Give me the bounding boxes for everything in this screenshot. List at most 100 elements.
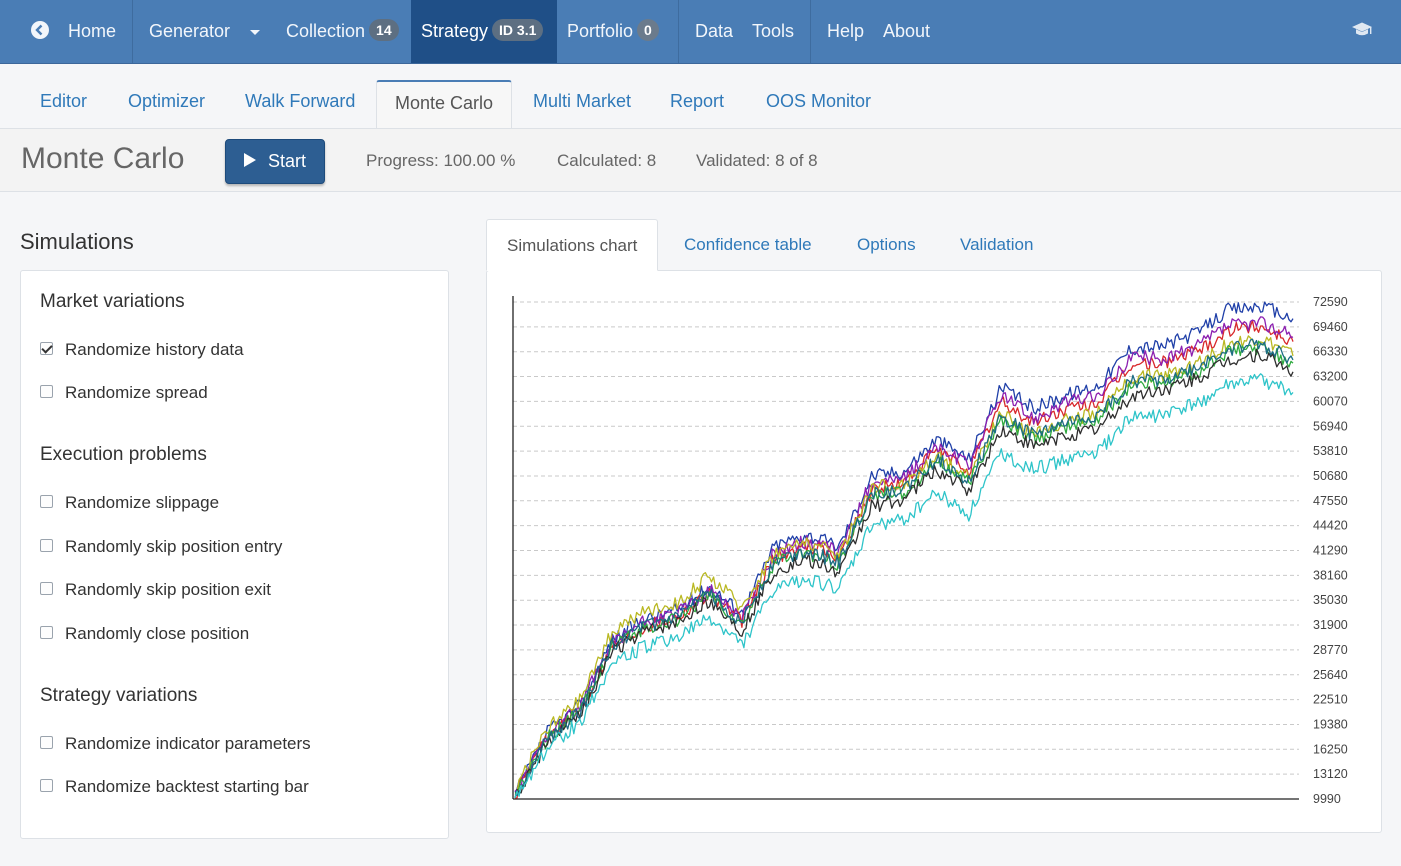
nav-home[interactable]: Home (68, 21, 117, 41)
simulation-line (514, 340, 1294, 794)
page-title: Monte Carlo (21, 142, 185, 175)
tab-walk-forward[interactable]: Walk Forward (245, 91, 356, 111)
option-label: Randomize indicator parameters (65, 734, 311, 753)
y-tick-label: 25640 (1313, 668, 1348, 682)
option-label: Randomly skip position entry (65, 537, 283, 556)
option-randomize-slippage[interactable]: Randomize slippage (40, 493, 219, 513)
simulations-title: Simulations (20, 229, 134, 254)
option-label: Randomly skip position exit (65, 580, 271, 599)
nav-collection[interactable]: Collection 14 (286, 0, 399, 63)
y-tick-label: 35030 (1313, 593, 1348, 607)
simulation-line (514, 338, 1294, 797)
checkbox[interactable] (40, 779, 53, 793)
monte-carlo-header: Monte Carlo Start Progress: 100.00 % Cal… (0, 128, 1401, 192)
option-label: Randomize backtest starting bar (65, 777, 309, 796)
checkbox[interactable] (40, 582, 53, 596)
nav-divider (678, 0, 679, 63)
portfolio-count-badge: 0 (637, 19, 659, 42)
simulation-line (514, 373, 1294, 799)
option-label: Randomly close position (65, 624, 250, 643)
y-tick-label: 63200 (1313, 370, 1348, 384)
execution-problems-title: Execution problems (40, 444, 207, 465)
market-variations-title: Market variations (40, 291, 185, 312)
nav-strategy[interactable]: Strategy ID 3.1 (411, 0, 557, 63)
simulation-line (514, 348, 1294, 799)
nav-divider (132, 0, 133, 63)
nav-strategy-label: Strategy (421, 21, 489, 41)
checkbox[interactable] (40, 626, 53, 640)
strategy-variations-title: Strategy variations (40, 685, 198, 706)
nav-about[interactable]: About (883, 21, 931, 41)
y-tick-label: 53810 (1313, 444, 1348, 458)
validated-text: Validated: 8 of 8 (696, 151, 818, 170)
play-icon (243, 153, 256, 168)
tab-confidence-table[interactable]: Confidence table (684, 235, 812, 254)
tab-simulations-chart[interactable]: Simulations chart (486, 219, 659, 271)
option-label: Randomize slippage (65, 493, 220, 512)
graduation-cap-icon[interactable] (1351, 0, 1373, 63)
simulations-panel: Market variations Randomize history data… (20, 270, 449, 839)
y-tick-label: 22510 (1313, 693, 1348, 707)
y-tick-label: 72590 (1313, 295, 1348, 309)
tab-multi-market[interactable]: Multi Market (533, 91, 632, 111)
checkbox[interactable] (40, 539, 53, 553)
y-tick-label: 19380 (1313, 717, 1348, 731)
back-icon[interactable] (30, 0, 50, 63)
y-tick-label: 69460 (1313, 320, 1348, 334)
option-close-position[interactable]: Randomly close position (40, 624, 249, 644)
tab-editor[interactable]: Editor (40, 91, 88, 111)
option-label: Randomize history data (65, 340, 244, 359)
chevron-down-icon[interactable] (250, 29, 261, 35)
strategy-subtabs: Editor Optimizer Walk Forward Monte Carl… (0, 64, 1401, 129)
strategy-id-badge: ID 3.1 (492, 19, 544, 42)
checkbox[interactable] (40, 495, 53, 509)
option-label: Randomize spread (65, 383, 208, 402)
nav-portfolio[interactable]: Portfolio 0 (567, 0, 659, 63)
tab-optimizer[interactable]: Optimizer (128, 91, 206, 111)
nav-data[interactable]: Data (695, 21, 734, 41)
y-tick-label: 28770 (1313, 643, 1348, 657)
checkbox[interactable] (40, 385, 53, 399)
nav-collection-label: Collection (286, 21, 366, 41)
simulation-line (514, 335, 1294, 795)
collection-count-badge: 14 (369, 19, 399, 42)
y-tick-label: 16250 (1313, 742, 1348, 756)
option-skip-position-entry[interactable]: Randomly skip position entry (40, 537, 282, 557)
y-tick-label: 47550 (1313, 494, 1348, 508)
start-label: Start (267, 151, 306, 171)
y-tick-label: 66330 (1313, 345, 1348, 359)
tab-oos-monitor[interactable]: OOS Monitor (766, 91, 872, 111)
y-tick-label: 41290 (1313, 544, 1348, 558)
progress-text: Progress: 100.00 % (366, 151, 516, 170)
option-randomize-starting-bar[interactable]: Randomize backtest starting bar (40, 777, 309, 797)
option-randomize-history-data[interactable]: Randomize history data (40, 340, 244, 360)
y-tick-label: 13120 (1313, 767, 1348, 781)
nav-tools[interactable]: Tools (752, 21, 795, 41)
y-tick-label: 50680 (1313, 469, 1348, 483)
simulation-line (514, 316, 1294, 792)
simulation-line (515, 320, 1294, 799)
tab-monte-carlo[interactable]: Monte Carlo (376, 80, 513, 129)
option-randomize-indicator-parameters[interactable]: Randomize indicator parameters (40, 734, 311, 754)
tab-validation[interactable]: Validation (960, 235, 1034, 254)
y-tick-label: 31900 (1313, 618, 1348, 632)
nav-generator-label: Generator (149, 21, 231, 41)
simulations-chart-panel: 72590 69460 66330 63200 60070 56940 53810 50680… (486, 270, 1382, 833)
calculated-text: Calculated: 8 (557, 151, 657, 170)
checkbox[interactable] (40, 342, 53, 356)
y-tick-label: 38160 (1313, 568, 1348, 582)
y-tick-label: 56940 (1313, 419, 1348, 433)
option-skip-position-exit[interactable]: Randomly skip position exit (40, 580, 271, 600)
tab-options[interactable]: Options (857, 235, 916, 254)
option-randomize-spread[interactable]: Randomize spread (40, 383, 208, 403)
y-tick-label: 44420 (1313, 519, 1348, 533)
tab-report[interactable]: Report (670, 91, 725, 111)
y-tick-label: 9990 (1313, 792, 1341, 806)
top-navbar: Home Generator Collection 14 Strategy ID 3… (0, 0, 1401, 64)
nav-help[interactable]: Help (827, 21, 865, 41)
start-button[interactable]: Start (225, 139, 325, 184)
nav-generator[interactable]: Generator (149, 0, 261, 63)
nav-portfolio-label: Portfolio (567, 21, 634, 41)
checkbox[interactable] (40, 736, 53, 750)
nav-divider (810, 0, 811, 63)
